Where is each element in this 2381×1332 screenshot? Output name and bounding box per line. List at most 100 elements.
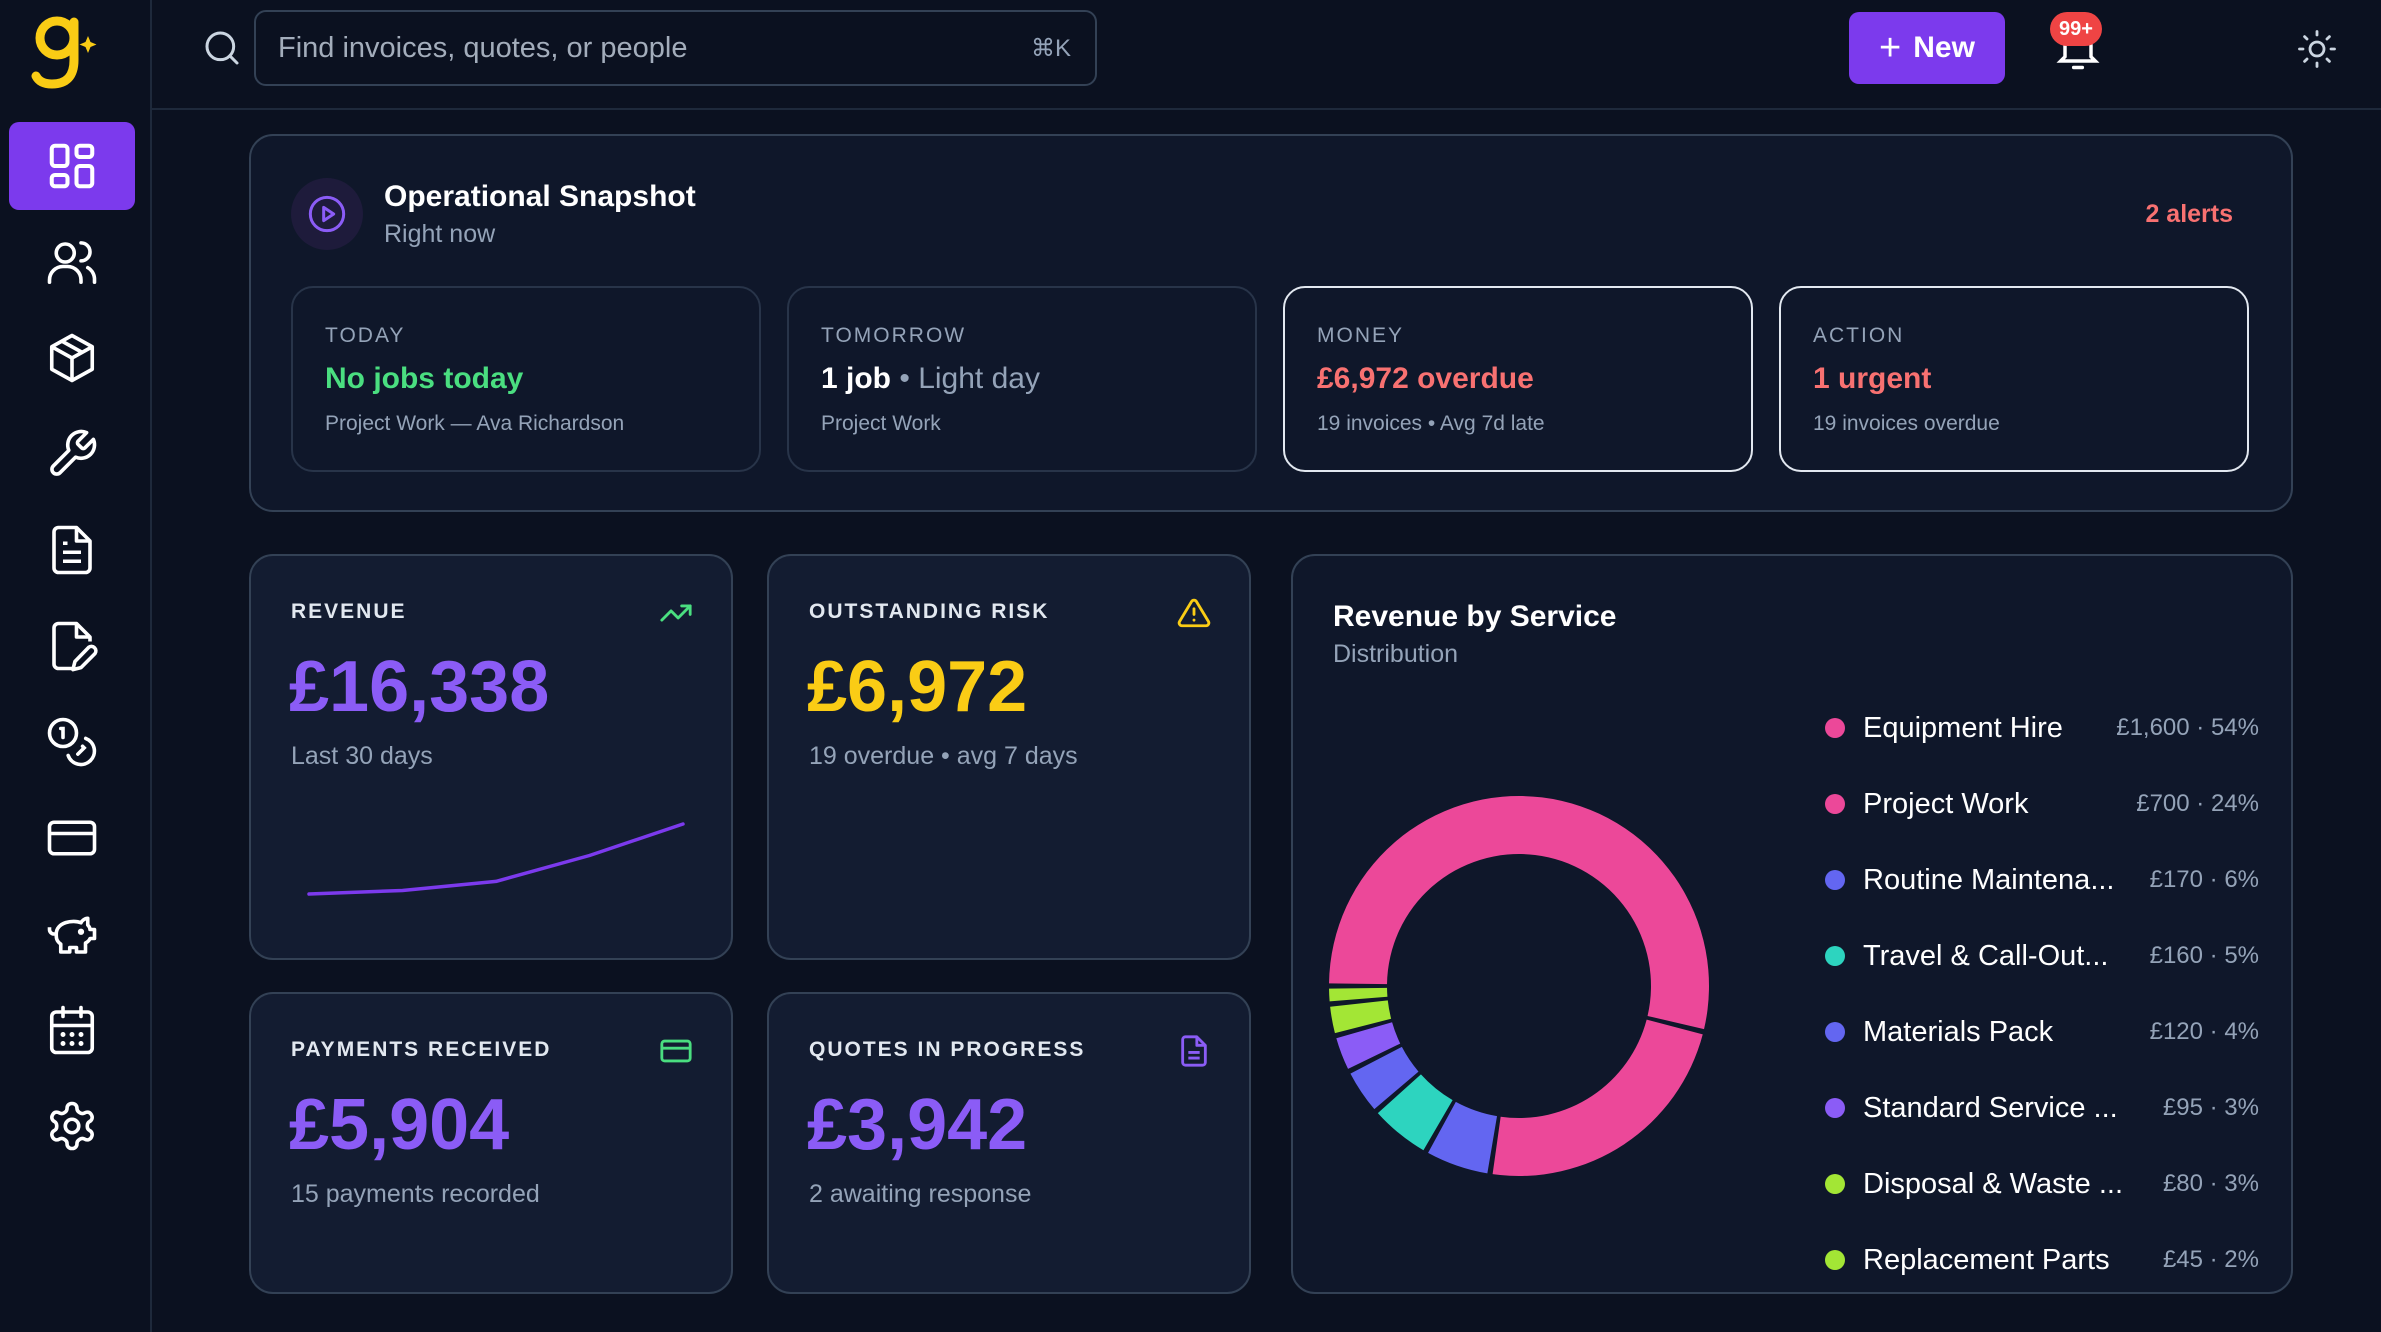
tile-action[interactable]: ACTION 1 urgent 19 invoices overdue — [1779, 286, 2249, 472]
quotes-in-progress-card[interactable]: QUOTES IN PROGRESS £3,942 2 awaiting res… — [767, 992, 1251, 1294]
sparkline-line — [307, 822, 685, 896]
legend-item[interactable]: Standard Service ... £95 · 3% — [1825, 1086, 2259, 1130]
legend-value: £700 · 24% — [2136, 790, 2259, 817]
legend-dot — [1825, 1250, 1845, 1270]
sidebar-item-calendar[interactable] — [9, 986, 135, 1074]
revenue-donut-chart — [1329, 796, 1709, 1176]
tile-main: £6,972 overdue — [1317, 362, 1534, 395]
notification-badge: 99+ — [2050, 12, 2102, 46]
wrench-icon — [50, 429, 97, 476]
credit-card-icon — [47, 820, 97, 856]
metric-value: £16,338 — [289, 647, 550, 727]
sidebar-item-payments[interactable] — [9, 698, 135, 786]
calendar-icon — [49, 1005, 95, 1055]
play-circle-icon — [291, 178, 363, 250]
sidebar-item-dashboard[interactable] — [9, 122, 135, 210]
tile-sub: 19 invoices • Avg 7d late — [1317, 412, 1545, 435]
legend-label: Equipment Hire — [1863, 711, 2063, 744]
legend-item[interactable]: Equipment Hire £1,600 · 54% — [1825, 706, 2259, 750]
tile-label: TODAY — [325, 324, 406, 347]
metric-value: £3,942 — [807, 1085, 1028, 1165]
tile-label: TOMORROW — [821, 324, 967, 347]
tile-main: 1 urgent — [1813, 362, 1932, 395]
payments-received-card[interactable]: PAYMENTS RECEIVED £5,904 15 payments rec… — [249, 992, 733, 1294]
legend-label: Disposal & Waste ... — [1863, 1167, 2124, 1200]
legend-item[interactable]: Materials Pack £120 · 4% — [1825, 1010, 2259, 1054]
outstanding-risk-card[interactable]: OUTSTANDING RISK £6,972 19 overdue • avg… — [767, 554, 1251, 960]
tile-today[interactable]: TODAY No jobs today Project Work — Ava R… — [291, 286, 761, 472]
legend-label: Project Work — [1863, 787, 2029, 820]
legend-value: £1,600 · 54% — [2116, 714, 2259, 741]
sidebar-item-quotes[interactable] — [9, 602, 135, 690]
app-logo[interactable] — [30, 8, 100, 92]
tile-tomorrow[interactable]: TOMORROW 1 job • Light day Project Work — [787, 286, 1257, 472]
users-icon — [47, 241, 97, 285]
legend-label: Standard Service ... — [1863, 1091, 2118, 1124]
tile-main: 1 job • Light day — [821, 362, 1040, 396]
legend-dot — [1825, 718, 1845, 738]
tile-label: MONEY — [1317, 324, 1405, 347]
metric-sub: 15 payments recorded — [291, 1180, 540, 1208]
search-input[interactable] — [278, 12, 978, 84]
grid-icon — [49, 143, 95, 189]
metric-value: £6,972 — [807, 647, 1028, 727]
theme-toggle-icon[interactable] — [2296, 28, 2338, 70]
metric-sub: 2 awaiting response — [809, 1180, 1032, 1208]
document-icon — [1181, 1035, 1207, 1067]
metric-sub: 19 overdue • avg 7 days — [809, 742, 1078, 770]
tile-label: ACTION — [1813, 324, 1905, 347]
legend-item[interactable]: Routine Maintena... £170 · 6% — [1825, 858, 2259, 902]
legend-dot — [1825, 1022, 1845, 1042]
trending-up-icon — [660, 604, 692, 622]
snapshot-subtitle: Right now — [384, 220, 496, 248]
legend-dot — [1825, 1098, 1845, 1118]
revenue-card[interactable]: REVENUE £16,338 Last 30 days — [249, 554, 733, 960]
coins-icon — [47, 717, 97, 767]
sidebar-item-jobs[interactable] — [9, 410, 135, 498]
legend-item[interactable]: Disposal & Waste ... £80 · 3% — [1825, 1162, 2259, 1206]
top-bar: ⌘K + New 99+ N — [152, 0, 2381, 110]
sidebar — [0, 0, 152, 1332]
donut-slice[interactable] — [1330, 1000, 1392, 1034]
tile-sub: Project Work — Ava Richardson — [325, 412, 625, 435]
plus-icon: + — [1879, 27, 1902, 69]
donut-slice[interactable] — [1377, 1074, 1453, 1151]
donut-slice[interactable] — [1336, 1022, 1401, 1069]
new-button[interactable]: + New — [1849, 12, 2005, 84]
alerts-link[interactable]: 2 alerts — [2145, 200, 2233, 228]
legend-dot — [1825, 794, 1845, 814]
sidebar-item-billing[interactable] — [9, 794, 135, 882]
search-icon — [205, 31, 239, 65]
legend-label: Travel & Call-Out... — [1863, 939, 2109, 972]
metric-label: REVENUE — [291, 600, 407, 623]
donut-slice[interactable] — [1329, 796, 1709, 1030]
sidebar-item-settings[interactable] — [9, 1082, 135, 1170]
operational-snapshot-card: Operational Snapshot Right now 2 alerts … — [249, 134, 2293, 512]
piggy-bank-icon — [47, 916, 97, 954]
sidebar-item-savings[interactable] — [9, 890, 135, 978]
search-box[interactable]: ⌘K — [254, 10, 1097, 86]
legend-item[interactable]: Travel & Call-Out... £160 · 5% — [1825, 934, 2259, 978]
sidebar-item-invoices[interactable] — [9, 506, 135, 594]
box-icon — [49, 333, 95, 383]
legend-item[interactable]: Replacement Parts £45 · 2% — [1825, 1238, 2259, 1282]
sidebar-item-products[interactable] — [9, 314, 135, 402]
legend-label: Replacement Parts — [1863, 1243, 2110, 1276]
legend-value: £45 · 2% — [2162, 1246, 2259, 1273]
chart-title: Revenue by Service — [1333, 600, 1617, 633]
donut-slice[interactable] — [1350, 1046, 1419, 1110]
legend-item[interactable]: Project Work £700 · 24% — [1825, 782, 2259, 826]
donut-slice[interactable] — [1329, 987, 1388, 1002]
legend-value: £170 · 6% — [2149, 866, 2259, 893]
legend-label: Routine Maintena... — [1863, 863, 2115, 896]
sidebar-item-people[interactable] — [9, 218, 135, 306]
new-button-label: New — [1913, 31, 1975, 64]
donut-slice[interactable] — [1492, 1019, 1703, 1176]
tile-money[interactable]: MONEY £6,972 overdue 19 invoices • Avg 7… — [1283, 286, 1753, 472]
legend-value: £95 · 3% — [2162, 1094, 2259, 1121]
tile-main-value: 1 job — [821, 362, 892, 395]
tile-main: No jobs today — [325, 362, 524, 395]
revenue-sparkline — [307, 822, 685, 896]
chart-subtitle: Distribution — [1333, 640, 1459, 668]
donut-slice[interactable] — [1428, 1101, 1498, 1174]
